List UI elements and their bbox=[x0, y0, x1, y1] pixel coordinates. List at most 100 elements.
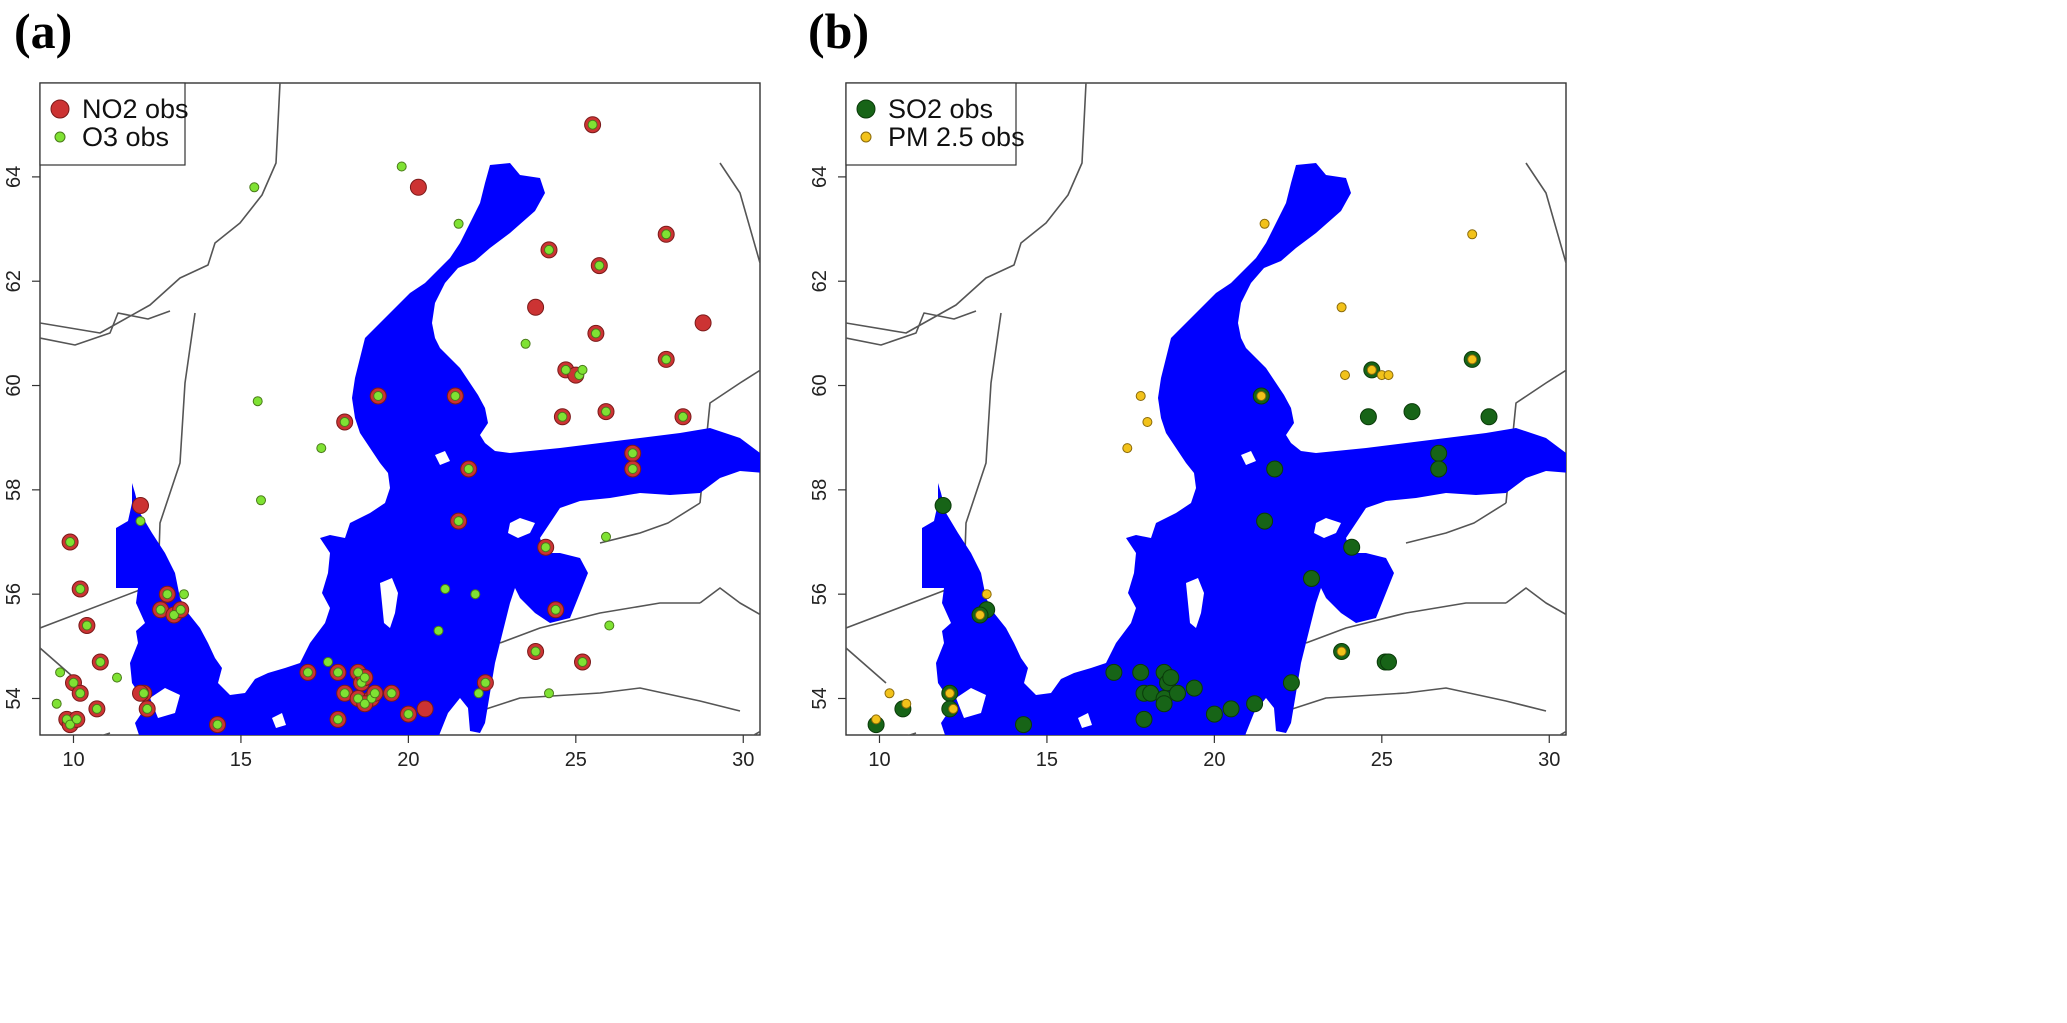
o3-station-marker bbox=[473, 688, 484, 699]
y-tick-label: 58 bbox=[3, 479, 25, 501]
o3-station-marker bbox=[55, 667, 66, 678]
y-tick-label: 62 bbox=[3, 270, 25, 292]
o3-station-marker bbox=[550, 604, 561, 615]
pm25-station-marker bbox=[1259, 218, 1270, 229]
o3-station-marker bbox=[678, 411, 688, 422]
x-tick-label: 15 bbox=[1036, 749, 1058, 771]
so2-station-marker bbox=[1169, 684, 1186, 702]
panel-a-label: (a) bbox=[14, 3, 73, 59]
o3-station-marker bbox=[594, 260, 605, 271]
so2-station-marker bbox=[1343, 538, 1361, 556]
o3-station-marker bbox=[590, 328, 601, 339]
pm25-station-marker bbox=[1122, 443, 1133, 454]
pm25-station-marker bbox=[1467, 229, 1478, 240]
y-tick-label: 64 bbox=[3, 166, 25, 188]
o3-station-marker bbox=[544, 244, 554, 255]
so2-station-marker bbox=[1282, 674, 1300, 692]
pm25-station-marker bbox=[1340, 370, 1350, 381]
y-tick-label: 64 bbox=[809, 166, 831, 188]
o3-station-marker bbox=[138, 688, 149, 699]
pm25-station-marker bbox=[1467, 354, 1478, 365]
x-tick-label: 20 bbox=[1203, 749, 1225, 771]
y-tick-label: 54 bbox=[3, 687, 25, 709]
so2-station-marker bbox=[1430, 460, 1448, 478]
so2-station-marker bbox=[1359, 408, 1377, 426]
x-tick-label: 25 bbox=[1371, 749, 1393, 771]
o3-station-marker bbox=[627, 448, 638, 459]
pm25-station-marker bbox=[1142, 417, 1153, 427]
y-tick-label: 58 bbox=[809, 479, 831, 501]
x-tick-label: 15 bbox=[230, 749, 252, 771]
x-tick-label: 30 bbox=[1538, 749, 1560, 771]
o3-station-marker bbox=[373, 391, 384, 401]
so2-station-marker bbox=[1105, 663, 1123, 681]
o3-station-marker bbox=[162, 589, 173, 600]
no2-station-marker bbox=[132, 497, 149, 514]
o3-station-marker bbox=[179, 589, 189, 600]
x-tick-label: 30 bbox=[732, 749, 754, 771]
o3-station-marker bbox=[440, 584, 451, 594]
so2-station-marker bbox=[1015, 716, 1032, 734]
y-tick-label: 56 bbox=[3, 583, 25, 605]
o3-station-marker bbox=[369, 688, 380, 699]
pm25-station-marker bbox=[871, 714, 882, 725]
o3-station-marker bbox=[587, 119, 598, 130]
o3-station-marker bbox=[557, 411, 568, 422]
o3-station-marker bbox=[463, 464, 474, 474]
o3-station-marker bbox=[51, 698, 62, 709]
x-tick-label: 25 bbox=[565, 749, 587, 771]
o3-station-marker bbox=[560, 364, 571, 375]
no2-legend-marker bbox=[50, 99, 70, 119]
so2-station-marker bbox=[1155, 695, 1173, 713]
legend-item-no2: NO2 obs bbox=[82, 94, 189, 124]
so2-station-marker bbox=[934, 497, 952, 514]
o3-station-marker bbox=[75, 584, 86, 594]
legend-item-o3: O3 obs bbox=[82, 122, 169, 152]
o3-station-marker bbox=[142, 703, 153, 714]
pm25-station-marker bbox=[944, 688, 955, 699]
x-tick-label: 10 bbox=[868, 749, 890, 771]
o3-station-marker bbox=[480, 677, 491, 688]
o3-station-marker bbox=[323, 657, 333, 667]
o3-station-marker bbox=[333, 667, 343, 678]
so2-station-marker bbox=[1266, 460, 1284, 478]
so2-station-marker bbox=[1135, 710, 1153, 728]
o3-station-marker bbox=[249, 182, 260, 193]
o3-station-marker bbox=[544, 688, 554, 699]
o3-station-marker bbox=[75, 688, 86, 699]
o3-station-marker bbox=[68, 677, 79, 688]
pm25-legend-marker bbox=[860, 131, 872, 143]
legend-panel-b: SO2 obs PM 2.5 obs bbox=[845, 82, 1025, 166]
so2-station-marker bbox=[1185, 679, 1203, 697]
legend-item-so2: SO2 obs bbox=[888, 94, 993, 124]
o3-station-marker bbox=[302, 667, 313, 678]
so2-station-marker bbox=[1380, 653, 1397, 671]
so2-station-marker bbox=[1246, 695, 1264, 713]
o3-station-marker bbox=[135, 516, 146, 527]
no2-station-marker bbox=[416, 700, 434, 718]
x-tick-label: 20 bbox=[397, 749, 419, 771]
o3-station-marker bbox=[453, 218, 464, 229]
so2-station-marker bbox=[1205, 705, 1223, 723]
so2-station-marker bbox=[1222, 700, 1240, 718]
o3-station-marker bbox=[577, 364, 588, 375]
legend-item-pm25: PM 2.5 obs bbox=[888, 122, 1025, 152]
y-tick-label: 62 bbox=[809, 270, 831, 292]
o3-station-marker bbox=[661, 354, 672, 365]
o3-station-marker bbox=[396, 161, 407, 172]
so2-station-marker bbox=[1303, 570, 1320, 587]
pm25-station-marker bbox=[975, 610, 985, 620]
o3-station-marker bbox=[453, 516, 464, 527]
o3-station-marker bbox=[433, 625, 444, 636]
y-tick-label: 60 bbox=[809, 374, 831, 396]
no2-station-marker bbox=[694, 314, 712, 332]
o3-station-marker bbox=[81, 620, 92, 631]
o3-station-marker bbox=[339, 417, 350, 427]
o3-station-marker bbox=[212, 719, 223, 730]
o3-station-marker bbox=[353, 693, 364, 704]
o3-station-marker bbox=[577, 657, 588, 667]
pm25-station-marker bbox=[981, 589, 992, 600]
o3-station-marker bbox=[470, 589, 481, 600]
panel-b-map: 10 15 20 25 30 54 56 58 60 62 64 SO2 obs PM 2.5 ob… bbox=[809, 82, 1567, 771]
pm25-station-marker bbox=[1366, 364, 1377, 375]
